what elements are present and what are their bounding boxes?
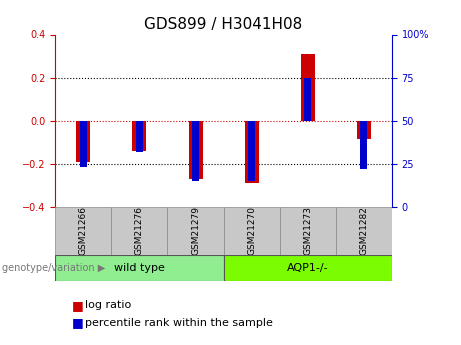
Bar: [361, 121, 367, 169]
Bar: [245, 121, 259, 183]
Bar: [224, 255, 392, 281]
Text: log ratio: log ratio: [85, 300, 131, 310]
Bar: [280, 207, 336, 255]
Bar: [80, 121, 87, 167]
Bar: [301, 54, 315, 121]
Text: genotype/variation ▶: genotype/variation ▶: [2, 263, 106, 273]
Text: GSM21270: GSM21270: [247, 206, 256, 255]
Bar: [132, 121, 147, 151]
Text: wild type: wild type: [114, 263, 165, 273]
Bar: [136, 121, 143, 152]
Text: ■: ■: [71, 299, 83, 312]
Bar: [55, 207, 112, 255]
Bar: [77, 121, 90, 162]
Text: GSM21276: GSM21276: [135, 206, 144, 255]
Bar: [167, 207, 224, 255]
Text: percentile rank within the sample: percentile rank within the sample: [85, 318, 273, 327]
Bar: [248, 121, 255, 181]
Text: AQP1-/-: AQP1-/-: [287, 263, 329, 273]
Bar: [55, 255, 224, 281]
Text: GSM21266: GSM21266: [79, 206, 88, 255]
Text: GSM21273: GSM21273: [303, 206, 312, 255]
Bar: [112, 207, 167, 255]
Bar: [357, 121, 371, 139]
Text: GSM21279: GSM21279: [191, 206, 200, 255]
Text: GSM21282: GSM21282: [359, 206, 368, 255]
Bar: [189, 121, 202, 179]
Bar: [304, 78, 311, 121]
Text: ■: ■: [71, 316, 83, 329]
Bar: [336, 207, 392, 255]
Bar: [192, 121, 199, 181]
Bar: [224, 207, 280, 255]
Title: GDS899 / H3041H08: GDS899 / H3041H08: [144, 17, 303, 32]
